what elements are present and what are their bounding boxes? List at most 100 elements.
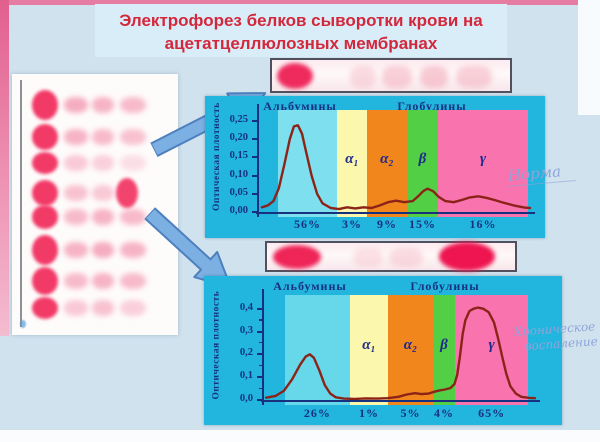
gel-protein-band (64, 273, 88, 289)
x-axis-line (256, 212, 535, 214)
zone-gamma: γ (455, 295, 529, 405)
y-tick-label: 0,15 (229, 150, 248, 162)
fraction-alpha1: 3% (342, 217, 362, 231)
density-curve (264, 306, 537, 401)
gel-protein-band (120, 129, 146, 145)
y-tick-label: 0,0 (239, 393, 253, 404)
protein-band (456, 66, 492, 88)
globulin-header: Глобулины (410, 279, 480, 293)
slide-title: Электрофорез белков сыворотки крови на а… (95, 4, 507, 57)
gel-protein-band (120, 273, 146, 289)
y-tick-mark (252, 174, 257, 177)
fraction-gamma: 65% (478, 406, 506, 420)
fraction-gamma: 16% (469, 217, 497, 231)
y-tick-label: 0,2 (239, 347, 253, 359)
gel-sample-spot (32, 267, 58, 295)
y-tick-mark (257, 330, 262, 333)
gel-protein-band (64, 242, 88, 258)
zone-label-alpha2: α₂ (403, 336, 418, 353)
gel-sample-spot (32, 180, 58, 206)
gel-protein-band (92, 209, 114, 225)
gel-protein-band (92, 273, 114, 289)
gel-protein-band (64, 97, 88, 113)
y-tick-label: 0,25 (229, 113, 248, 125)
y-tick-label: 0,4 (239, 301, 253, 313)
densitogram-pathology: Альбумины Глобулины Оптическая плотность… (204, 276, 562, 425)
gel-intense-spot (116, 178, 138, 208)
albumin-header: Альбумины (263, 99, 337, 113)
zone-label-alpha1: α₁ (345, 150, 359, 167)
y-axis-line (257, 104, 259, 217)
zone-label-alpha2: α₂ (380, 150, 394, 167)
y-tick-mark (252, 119, 257, 122)
y-tick-label: 0,00 (229, 205, 248, 216)
gel-blue-mark (20, 320, 26, 328)
gel-protein-band (120, 300, 146, 316)
gel-sample-spot (32, 205, 58, 229)
gel-protein-band (64, 129, 88, 145)
y-axis-line (262, 289, 264, 405)
gamma-band (439, 242, 495, 271)
y-minor-tick (259, 387, 262, 390)
handwritten-note-chronic: Хроническое воспаление (513, 319, 598, 355)
gel-sample-spot (32, 152, 58, 174)
albumin-band (277, 63, 313, 89)
gel-protein-band (92, 185, 114, 201)
x-axis-line (261, 400, 540, 402)
gel-sample-spot (32, 124, 58, 150)
zone-label-beta: β (440, 336, 448, 353)
page-edge-right (578, 0, 600, 115)
zone-beta: β (406, 110, 438, 217)
gel-protein-band (92, 155, 114, 171)
gel-sample-spot (32, 90, 58, 120)
albumin-header: Альбумины (273, 279, 347, 293)
y-tick-mark (257, 376, 262, 379)
electrophoresis-strip-pathology (265, 241, 517, 272)
zone-alpha1: α₁ (336, 110, 367, 217)
fraction-alpha1: 1% (359, 406, 380, 420)
gel-protein-band (92, 242, 114, 258)
y-tick-label: 0,10 (229, 168, 248, 180)
zone-albumin (278, 110, 337, 217)
fraction-alpha2: 9% (376, 217, 397, 231)
gel-protein-band (120, 242, 146, 258)
y-tick-label: 0,3 (239, 324, 253, 336)
zone-label-beta: β (418, 150, 427, 167)
y-tick-mark (257, 353, 262, 356)
zone-label-gamma: γ (479, 150, 487, 167)
y-tick-label: 0,20 (229, 132, 248, 144)
density-curve-line (260, 124, 532, 211)
gel-protein-band (120, 97, 146, 113)
y-tick-label: 0,1 (239, 370, 253, 382)
slide-title-line2: ацетатцеллюлозных мембранах (164, 34, 438, 53)
fraction-alpha2: 5% (400, 406, 421, 420)
fraction-beta: 4% (433, 406, 454, 420)
y-tick-mark (257, 307, 262, 310)
gel-sample-spot (32, 297, 58, 319)
albumin-band (273, 245, 321, 269)
gel-protein-band (92, 129, 114, 145)
zone-albumin (284, 295, 350, 405)
zone-gamma: γ (437, 110, 529, 217)
gel-sample-spot (32, 235, 58, 265)
gel-photo (12, 74, 178, 335)
gel-protein-band (64, 209, 88, 225)
y-tick-mark (252, 192, 257, 195)
y-minor-tick (259, 319, 262, 321)
slide-title-line1: Электрофорез белков сыворотки крови на (119, 11, 483, 30)
y-minor-tick (259, 364, 262, 367)
gel-protein-band (64, 300, 88, 316)
protein-band (389, 248, 423, 267)
page-edge-bottom (0, 430, 600, 442)
gel-protein-band (64, 155, 88, 171)
zone-alpha2: α₂ (367, 110, 407, 217)
fraction-albumin: 56% (294, 217, 321, 231)
globulin-header: Глобулины (397, 99, 467, 113)
zone-alpha2: α₂ (388, 295, 433, 405)
y-tick-mark (252, 211, 257, 213)
zone-beta: β (432, 295, 455, 405)
gel-protein-band (120, 209, 146, 225)
page-edge-top (0, 0, 600, 5)
gel-protein-band (64, 185, 88, 201)
